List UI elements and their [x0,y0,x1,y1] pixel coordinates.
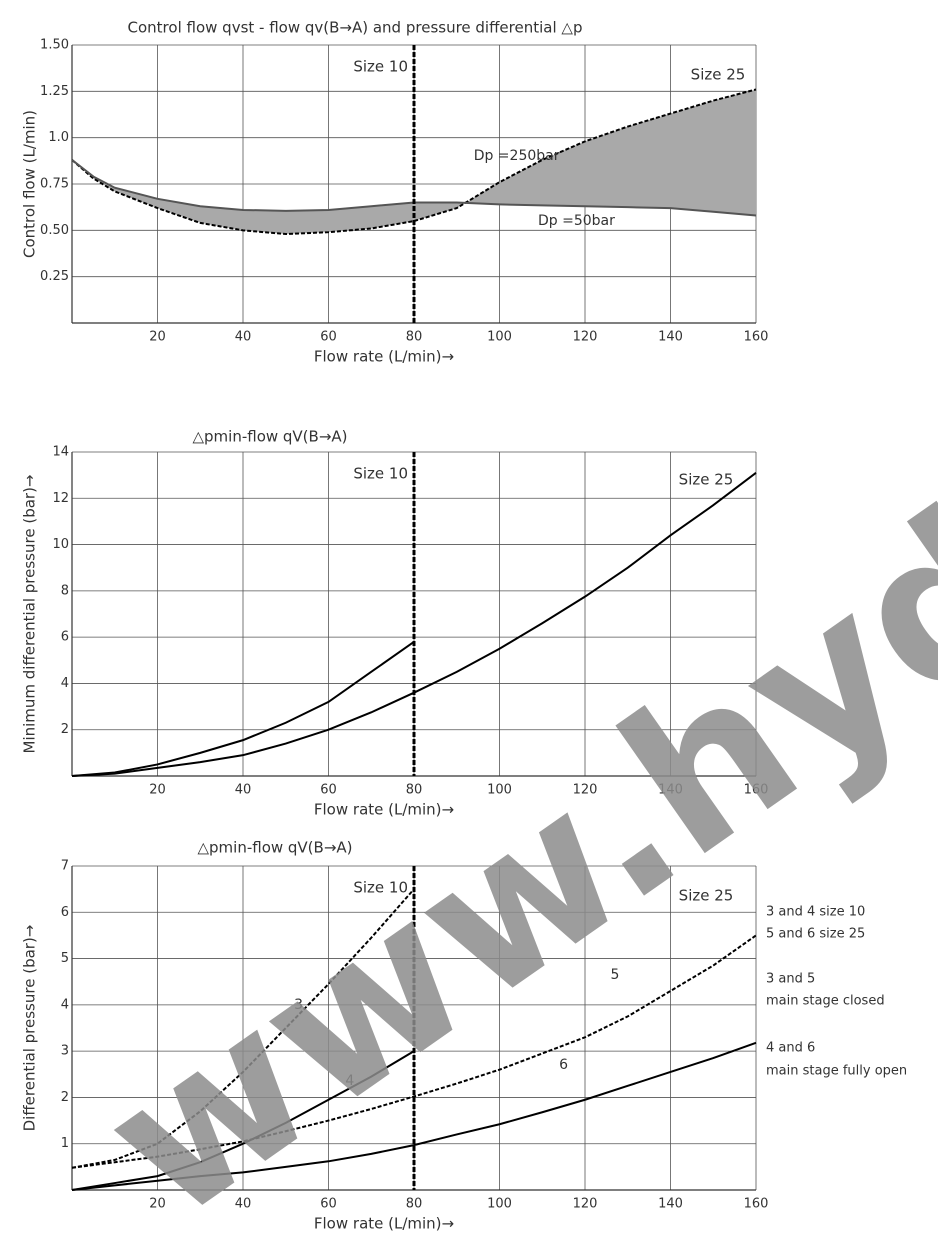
series-line [71,88,757,236]
y-tick-label: 0.75 [40,177,69,192]
x-tick-label: 120 [573,1197,598,1212]
y-axis-label: Differential pressure (bar)→ [21,925,39,1132]
x-tick-label: 80 [406,783,423,798]
y-tick-label: 5 [61,951,69,966]
x-tick-label: 160 [744,330,769,345]
x-tick-label: 20 [149,1197,166,1212]
note: 3 and 4 size 10 [766,905,865,920]
x-tick-label: 120 [573,783,598,798]
annotation: Size 10 [353,879,408,897]
series-label: 6 [559,1057,568,1073]
x-tick-label: 20 [149,330,166,345]
y-tick-label: 4 [61,997,69,1012]
x-tick-label: 40 [235,330,252,345]
chart-title: △pmin-flow qV(B→A) [192,428,347,446]
y-tick-label: 1 [61,1136,69,1151]
y-tick-label: 0.50 [40,223,69,238]
y-tick-label: 6 [61,905,69,920]
y-tick-label: 10 [52,537,69,552]
series-label: 3 [294,997,303,1013]
y-axis-label: Control flow (L/min) [21,110,39,258]
y-tick-label: 2 [61,1090,69,1105]
x-tick-label: 120 [573,330,598,345]
x-tick-label: 60 [320,330,337,345]
x-tick-label: 160 [744,783,769,798]
note: 3 and 5 [766,972,815,987]
chart-title: △pmin-flow qV(B→A) [197,839,352,857]
x-tick-label: 140 [658,1197,683,1212]
series-line [71,640,415,777]
y-tick-label: 0.25 [40,269,69,284]
watermark: www.hyd [64,464,938,1242]
y-tick-label: 6 [61,630,69,645]
annotation: Size 25 [679,471,734,489]
series-label: Dp =250bar [474,148,560,164]
series-line [71,159,757,217]
x-axis-label: Flow rate (L/min)→ [314,348,454,366]
note: 5 and 6 size 25 [766,927,865,942]
x-tick-label: 40 [235,1197,252,1212]
x-tick-label: 80 [406,1197,423,1212]
annotation: Size 10 [353,465,408,483]
y-axis-label: Minimum differential pressure (bar)→ [21,475,39,754]
y-tick-label: 1.50 [40,38,69,53]
x-tick-label: 140 [658,330,683,345]
series-line [71,934,757,1169]
x-axis-label: Flow rate (L/min)→ [314,801,454,819]
y-tick-label: 7 [61,859,69,874]
y-tick-label: 1.25 [40,84,69,99]
y-tick-label: 8 [61,583,69,598]
series-label: Dp =50bar [538,213,615,229]
x-tick-label: 100 [487,1197,512,1212]
series-line [71,1041,757,1191]
series-label: 4 [345,1073,354,1089]
x-tick-label: 60 [320,783,337,798]
series-line [71,1050,415,1191]
y-tick-label: 14 [52,445,69,460]
chart-title: Control flow qvst - flow qv(B→A) and pre… [128,19,583,37]
x-tick-label: 60 [320,1197,337,1212]
x-tick-label: 20 [149,783,166,798]
annotation: Size 10 [353,58,408,76]
series-line [71,888,415,1169]
annotation: Size 25 [691,66,746,84]
x-tick-label: 40 [235,783,252,798]
series-label: 5 [610,967,619,983]
y-tick-label: 2 [61,722,69,737]
band-fill [72,89,756,235]
x-tick-label: 100 [487,330,512,345]
y-tick-label: 3 [61,1044,69,1059]
y-tick-label: 12 [52,491,69,506]
note: main stage closed [766,994,885,1009]
x-tick-label: 100 [487,783,512,798]
x-tick-label: 160 [744,1197,769,1212]
x-tick-label: 140 [658,783,683,798]
x-tick-label: 80 [406,330,423,345]
note: 4 and 6 [766,1041,815,1056]
y-tick-label: 1.0 [48,130,69,145]
note: main stage fully open [766,1064,907,1079]
x-axis-label: Flow rate (L/min)→ [314,1215,454,1233]
y-tick-label: 4 [61,676,69,691]
annotation: Size 25 [679,887,734,905]
